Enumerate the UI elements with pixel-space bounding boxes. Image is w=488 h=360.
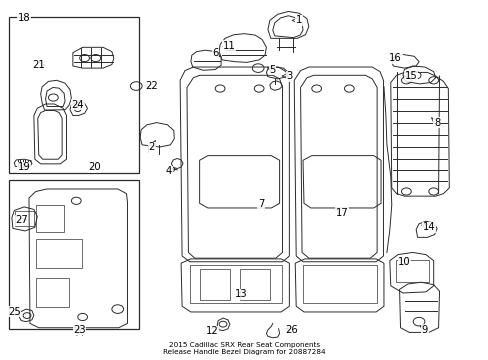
Text: 10: 10	[397, 257, 410, 267]
Text: 21: 21	[32, 60, 45, 70]
Text: 2: 2	[148, 142, 155, 152]
Text: 11: 11	[222, 41, 235, 50]
Text: 8: 8	[433, 118, 439, 128]
Text: 25: 25	[8, 307, 20, 317]
Text: 5: 5	[269, 64, 275, 75]
Text: 26: 26	[285, 325, 297, 335]
Text: 12: 12	[205, 326, 218, 336]
Bar	[15, 211, 34, 226]
Bar	[9, 17, 139, 173]
Text: 27: 27	[15, 215, 27, 225]
Bar	[36, 278, 69, 307]
Bar	[189, 265, 281, 303]
Bar	[9, 180, 139, 329]
Text: 22: 22	[145, 81, 158, 91]
Text: 23: 23	[73, 325, 86, 335]
Text: 4: 4	[165, 166, 172, 176]
Text: 6: 6	[212, 48, 218, 58]
Text: 18: 18	[18, 13, 30, 23]
Bar	[199, 269, 229, 300]
Bar	[395, 260, 428, 282]
Text: 9: 9	[421, 325, 427, 335]
Bar	[303, 265, 376, 303]
Bar	[36, 205, 64, 232]
Text: 13: 13	[235, 289, 247, 299]
Text: 24: 24	[71, 100, 84, 110]
Text: 16: 16	[388, 53, 401, 63]
Text: 7: 7	[257, 199, 264, 209]
Bar	[239, 269, 269, 300]
Text: 17: 17	[335, 208, 347, 218]
Text: 19: 19	[18, 162, 30, 172]
Text: 15: 15	[404, 71, 417, 81]
Bar	[36, 239, 82, 268]
Text: 14: 14	[422, 222, 434, 232]
Text: 20: 20	[88, 162, 101, 172]
Text: 3: 3	[285, 71, 292, 81]
Text: 2015 Cadillac SRX Rear Seat Components
Release Handle Bezel Diagram for 20887284: 2015 Cadillac SRX Rear Seat Components R…	[163, 342, 325, 355]
Text: 1: 1	[295, 15, 302, 26]
